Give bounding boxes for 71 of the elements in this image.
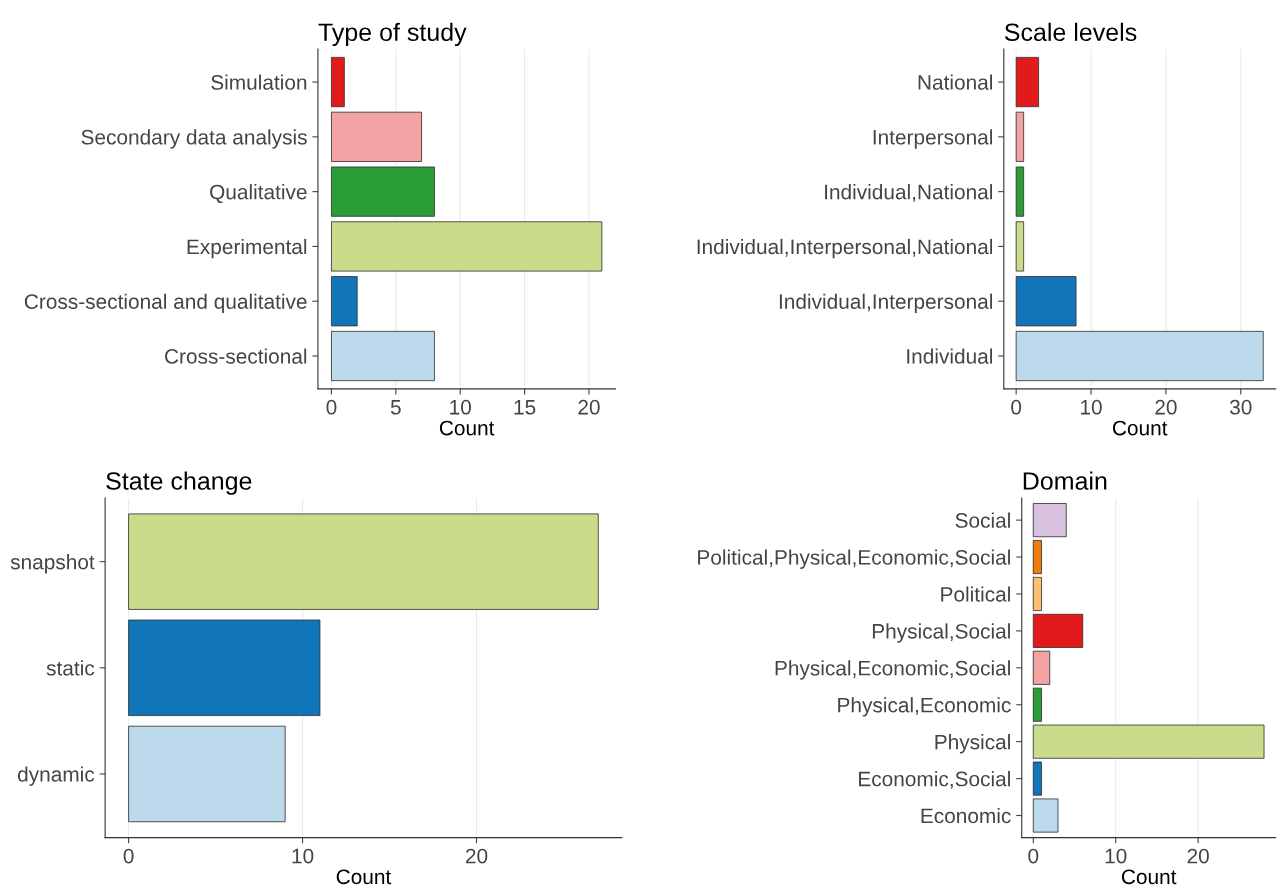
x-tick-label: 0: [326, 399, 337, 415]
x-tick-label: 0: [123, 848, 134, 864]
bar: [1032, 761, 1042, 796]
x-tick-label: 5: [390, 400, 401, 415]
y-tick-label: Simulation: [211, 74, 307, 90]
bar: [1032, 650, 1051, 685]
y-tick-label: snapshot: [10, 554, 95, 574]
y-tick-label: Physical,Economic: [838, 697, 1011, 717]
bar: [128, 725, 286, 823]
bar: [1032, 576, 1042, 611]
bar: [1032, 687, 1042, 722]
y-tick-label: Secondary data analysis: [81, 129, 307, 149]
y-tick-label: Individual,Interpersonal,National: [697, 238, 993, 259]
x-tick-label: 10: [292, 848, 314, 864]
bar: [331, 330, 435, 382]
x-tick-label: 10: [450, 399, 471, 415]
bar: [1032, 503, 1067, 538]
bar: [1015, 276, 1077, 327]
bar: [331, 111, 422, 162]
y-tick-label: Cross-sectional: [165, 348, 307, 364]
chart-title: Type of study: [318, 22, 467, 47]
chart-title: Scale levels: [1004, 22, 1137, 42]
y-tick-label: Physical: [935, 734, 1010, 754]
x-tick-label: 20: [465, 848, 488, 864]
y-tick-label: Qualitative: [210, 184, 307, 204]
y-tick-label: Social: [955, 512, 1010, 528]
y-tick-label: Political: [941, 586, 1010, 602]
y-tick-label: Experimental: [187, 238, 307, 259]
y-tick-label: Political,Physical,Economic,Social: [698, 549, 1010, 569]
bar: [1015, 330, 1264, 382]
y-tick-label: Individual,National: [825, 184, 993, 202]
x-tick-label: 10: [1081, 399, 1102, 415]
bar: [1032, 540, 1042, 575]
y-tick-label: Economic: [921, 807, 1011, 824]
bar: [331, 276, 358, 327]
y-tick-label: National: [918, 74, 992, 90]
x-axis-title: Count: [1112, 420, 1168, 436]
bar: [1015, 221, 1025, 272]
bar: [1032, 724, 1265, 759]
x-tick-label: 0: [1028, 848, 1039, 864]
chart-title: State change: [106, 471, 252, 495]
y-tick-label: Physical,Economic,Social: [775, 660, 1010, 680]
x-axis-title: Count: [439, 420, 495, 436]
x-tick-label: 20: [1187, 848, 1209, 864]
x-tick-label: 30: [1229, 399, 1252, 415]
bar: [128, 513, 599, 610]
bar: [128, 619, 321, 717]
bar: [1015, 56, 1040, 108]
chart-title: Domain: [1023, 471, 1107, 490]
y-tick-label: Physical,Social: [872, 623, 1010, 643]
bar: [331, 166, 435, 217]
x-tick-label: 0: [1011, 399, 1022, 415]
bar: [1032, 613, 1084, 648]
x-tick-label: 15: [514, 400, 536, 415]
y-tick-label: Economic,Social: [859, 771, 1010, 789]
bar: [1015, 111, 1025, 162]
y-tick-label: Individual,Interpersonal: [779, 293, 993, 314]
bar: [1015, 166, 1025, 217]
x-tick-label: 20: [578, 399, 600, 415]
x-axis-title: Count: [336, 869, 392, 885]
bar: [331, 56, 345, 108]
y-tick-label: Interpersonal: [873, 129, 993, 149]
x-axis-title: Count: [1121, 869, 1177, 885]
y-tick-label: static: [46, 660, 95, 676]
bar: [331, 221, 603, 272]
y-tick-label: Individual: [907, 348, 992, 364]
x-tick-label: 20: [1155, 399, 1177, 415]
y-tick-label: dynamic: [18, 766, 95, 786]
y-tick-label: Cross-sectional and qualitative: [24, 293, 307, 314]
x-tick-label: 10: [1105, 848, 1127, 864]
bar: [1032, 798, 1059, 833]
